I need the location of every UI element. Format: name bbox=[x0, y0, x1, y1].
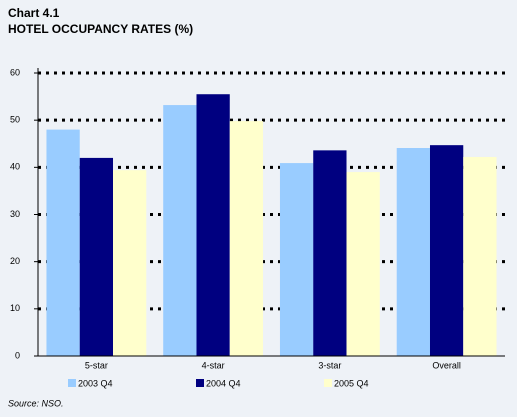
bar bbox=[196, 94, 230, 356]
bar bbox=[113, 170, 147, 356]
bar bbox=[46, 129, 80, 356]
bar bbox=[463, 156, 497, 356]
bar bbox=[229, 121, 264, 356]
bar bbox=[163, 105, 197, 356]
x-tick-label: Overall bbox=[432, 360, 461, 370]
y-tick-label: 20 bbox=[10, 256, 20, 266]
bar bbox=[279, 163, 314, 356]
x-tick-label: 3-star bbox=[318, 360, 341, 370]
y-tick-label: 10 bbox=[10, 303, 20, 313]
x-tick-label: 4-star bbox=[202, 360, 225, 370]
y-tick-label: 40 bbox=[10, 162, 20, 172]
legend-swatch bbox=[68, 379, 76, 387]
y-tick-label: 50 bbox=[10, 115, 20, 125]
bar bbox=[429, 145, 464, 356]
y-tick-label: 0 bbox=[15, 350, 20, 360]
chart-title: Chart 4.1 bbox=[8, 6, 60, 20]
y-tick-label: 60 bbox=[10, 67, 20, 77]
bar bbox=[79, 157, 114, 356]
legend-swatch bbox=[196, 379, 204, 387]
y-tick-label: 30 bbox=[10, 209, 20, 219]
legend-label: 2005 Q4 bbox=[334, 378, 369, 388]
bar bbox=[346, 172, 380, 356]
source-note: Source: NSO. bbox=[8, 398, 64, 408]
legend-label: 2003 Q4 bbox=[78, 378, 113, 388]
bar bbox=[313, 150, 347, 356]
legend-label: 2004 Q4 bbox=[206, 378, 241, 388]
legend-swatch bbox=[324, 379, 332, 387]
chart-subtitle: HOTEL OCCUPANCY RATES (%) bbox=[8, 22, 193, 36]
x-tick-label: 5-star bbox=[85, 360, 108, 370]
bar bbox=[396, 147, 430, 356]
